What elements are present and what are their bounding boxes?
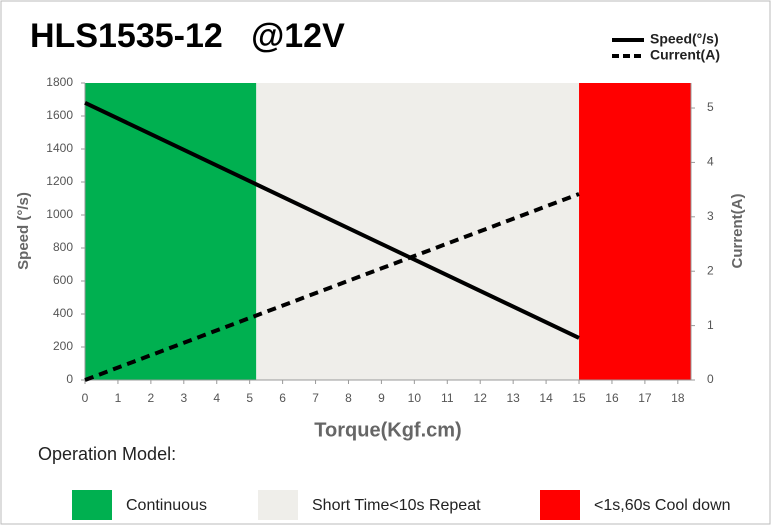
zone-legend-swatch <box>258 490 298 520</box>
x-tick-label: 0 <box>82 391 89 405</box>
x-tick-label: 1 <box>115 391 122 405</box>
x-tick-label: 18 <box>671 391 685 405</box>
y2-tick-label: 5 <box>707 100 714 114</box>
x-tick-label: 5 <box>246 391 253 405</box>
x-tick-label: 4 <box>213 391 220 405</box>
y-tick-label: 600 <box>53 273 73 287</box>
x-tick-label: 8 <box>345 391 352 405</box>
chart-title: HLS1535-12 @12V <box>30 17 345 55</box>
x-tick-label: 3 <box>180 391 187 405</box>
zone <box>256 83 580 380</box>
y-axis-title: Speed (°/s) <box>15 192 32 270</box>
series-line <box>84 192 580 382</box>
legend-label: Speed(°/s) <box>650 31 719 47</box>
series-line <box>84 100 580 340</box>
y-tick-label: 1600 <box>46 108 73 122</box>
zone <box>579 83 691 380</box>
y-tick-label: 1200 <box>46 174 73 188</box>
y2-axis-title: Current(A) <box>729 194 746 269</box>
x-tick-label: 6 <box>279 391 286 405</box>
y2-tick-label: 3 <box>707 209 714 223</box>
zone <box>85 83 257 380</box>
y-tick-label: 200 <box>53 339 73 353</box>
x-tick-label: 11 <box>441 391 454 405</box>
y-tick-label: 1800 <box>46 75 73 89</box>
y-tick-label: 1400 <box>46 141 73 155</box>
zone-legend-label: Short Time<10s Repeat <box>312 497 481 514</box>
x-tick-label: 13 <box>506 391 520 405</box>
y-tick-label: 1000 <box>46 207 73 221</box>
x-tick-label: 12 <box>474 391 488 405</box>
legend-label: Current(A) <box>650 47 720 63</box>
x-axis-title: Torque(Kgf.cm) <box>314 419 461 441</box>
x-tick-label: 14 <box>539 391 553 405</box>
x-tick-label: 15 <box>572 391 586 405</box>
x-tick-label: 10 <box>408 391 422 405</box>
y2-tick-label: 4 <box>707 155 714 169</box>
zone-legend-swatch <box>72 490 112 520</box>
y2-tick-label: 1 <box>707 318 714 332</box>
y2-tick-label: 2 <box>707 263 714 277</box>
zone-legend-label: <1s,60s Cool down <box>594 497 731 514</box>
x-tick-label: 17 <box>638 391 652 405</box>
y-tick-label: 0 <box>66 372 73 386</box>
x-tick-label: 7 <box>312 391 319 405</box>
zones-title: Operation Model: <box>38 444 176 464</box>
y-tick-label: 400 <box>53 306 73 320</box>
x-tick-label: 9 <box>378 391 385 405</box>
x-tick-label: 2 <box>148 391 155 405</box>
x-tick-label: 16 <box>605 391 619 405</box>
zone-legend-label: Continuous <box>126 497 207 514</box>
zone-legend-swatch <box>540 490 580 520</box>
y2-tick-label: 0 <box>707 372 714 386</box>
y-tick-label: 800 <box>53 240 73 254</box>
